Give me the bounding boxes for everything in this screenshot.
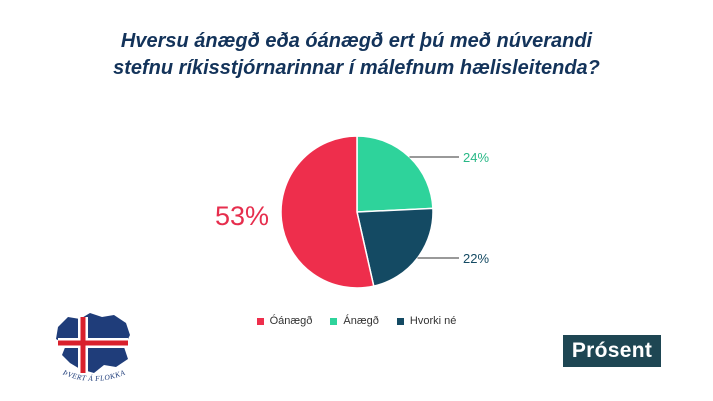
- chart-title-line-1: Hversu ánægð eða óánægð ert þú með núver…: [120, 30, 593, 52]
- legend-swatch: [256, 317, 264, 325]
- legend-item-hvorki-né: Hvorki né: [396, 315, 457, 327]
- legend-item-ánægð: Ánægð: [330, 315, 379, 327]
- pie-slice-hvorki-né: [356, 207, 434, 288]
- legend-item-óánægð: Óánægð: [256, 315, 313, 327]
- slice-label-ánægð: 24%: [463, 150, 489, 165]
- legend-label: Óánægð: [269, 315, 313, 327]
- slice-label-óánægð: 53%: [215, 201, 269, 231]
- legend-label: Ánægð: [343, 315, 379, 327]
- legend-swatch: [330, 317, 338, 325]
- slice-label-hvorki-né: 22%: [463, 251, 489, 266]
- chart-title: Hversu ánægð eða óánægð ert þú með núver…: [0, 28, 713, 82]
- flag-cross-red-h: [58, 340, 128, 346]
- pie-slice-ánægð: [356, 135, 434, 213]
- chart-legend: Óánægð Ánægð Hvorki né: [0, 315, 713, 327]
- pie-slice-óánægð: [280, 135, 375, 289]
- chart-title-line-2: stefnu ríkisstjórnarinnar í málefnum hæl…: [113, 57, 600, 79]
- legend-label: Hvorki né: [409, 315, 457, 327]
- prosent-logo: Prósent: [563, 335, 661, 367]
- legend-swatch: [396, 317, 404, 325]
- iceland-flag-map-logo: ÞVERT Á FLOKKA: [56, 313, 130, 383]
